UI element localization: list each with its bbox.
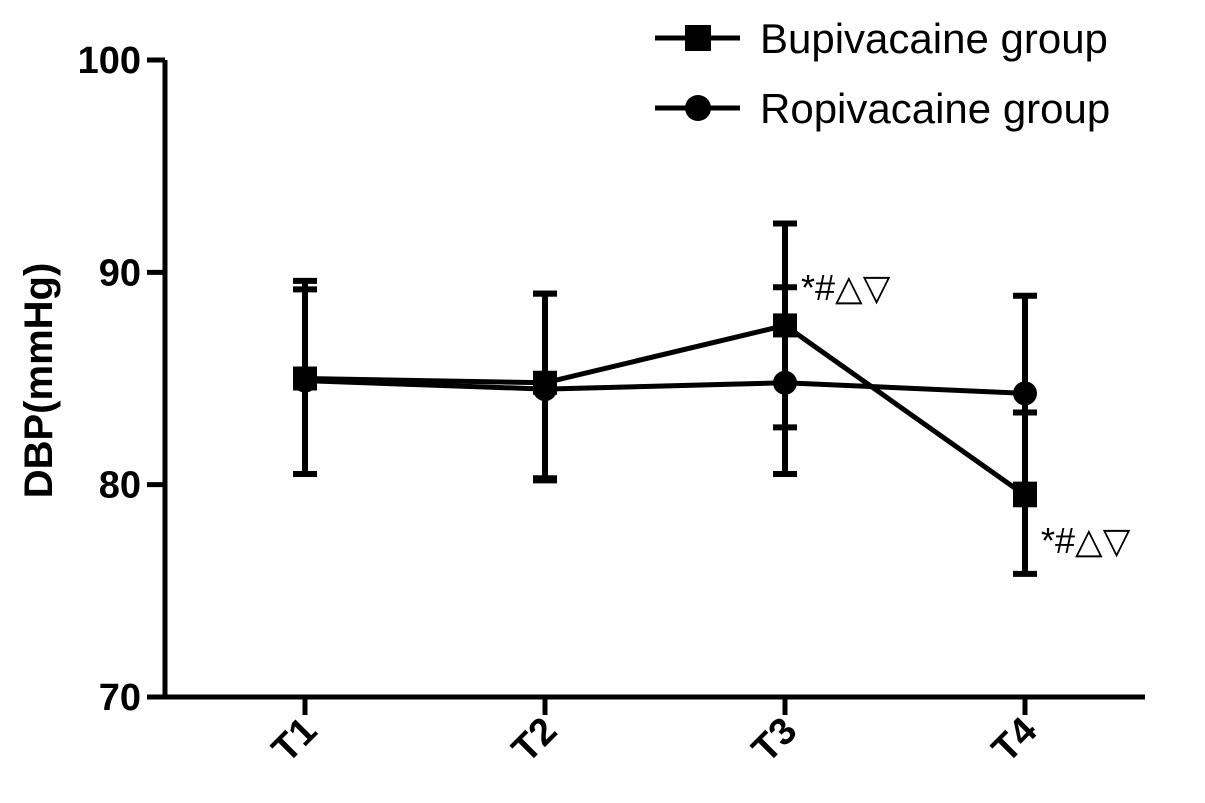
- legend-marker-square: [685, 25, 711, 51]
- data-point-circle: [533, 377, 557, 402]
- y-axis-title: DBP(mmHg): [17, 263, 61, 499]
- legend-label: Bupivacaine group: [760, 15, 1108, 62]
- axes: 70 80 90 100 T1 T2 T3 T4 DBP(mmHg): [17, 40, 1145, 771]
- legend-marker-circle: [685, 95, 711, 121]
- series-line: [304, 322, 1027, 498]
- significance-annotation: *#△▽: [801, 267, 891, 308]
- significance-annotation: *#△▽: [1041, 520, 1131, 561]
- y-tick-label: 70: [99, 677, 141, 719]
- x-tick-label: T3: [744, 710, 805, 771]
- y-tick-label: 80: [99, 465, 141, 507]
- series-ropivacaine: [293, 284, 1037, 488]
- series-bupivacaine: [293, 220, 1037, 577]
- x-tick-label: T4: [984, 710, 1045, 771]
- x-tick-label: T1: [264, 710, 325, 771]
- x-tick-label: T2: [504, 710, 565, 771]
- y-tick-label: 90: [99, 252, 141, 294]
- series-line: [304, 378, 1026, 396]
- data-point-circle: [773, 370, 797, 395]
- series-layer: [293, 220, 1037, 577]
- annotations: *#△▽ *#△▽: [801, 267, 1131, 561]
- legend: Bupivacaine group Ropivacaine group: [655, 15, 1110, 132]
- y-tick-label: 100: [78, 40, 141, 82]
- data-point-circle: [1013, 381, 1037, 406]
- data-point-circle: [293, 368, 317, 393]
- legend-label: Ropivacaine group: [760, 85, 1110, 132]
